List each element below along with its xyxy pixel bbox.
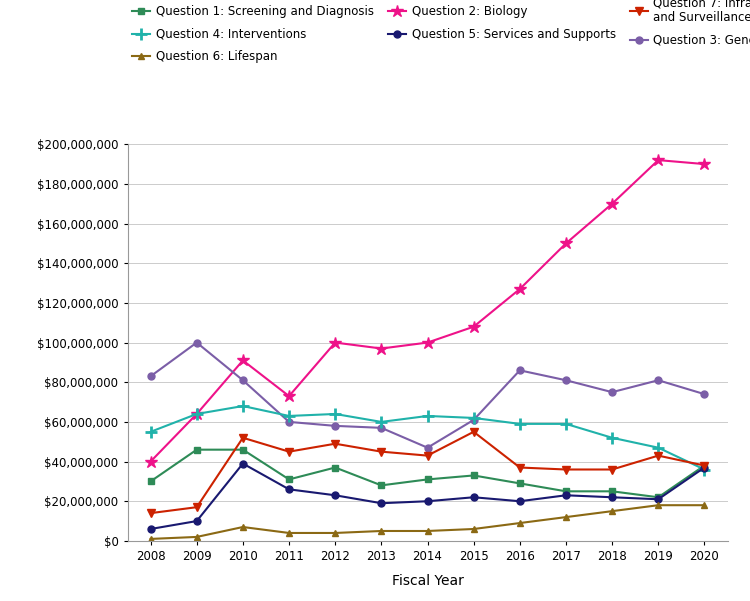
X-axis label: Fiscal Year: Fiscal Year: [392, 574, 464, 588]
Legend: Question 1: Screening and Diagnosis, Question 4: Interventions, Question 6: Life: Question 1: Screening and Diagnosis, Que…: [128, 0, 750, 68]
